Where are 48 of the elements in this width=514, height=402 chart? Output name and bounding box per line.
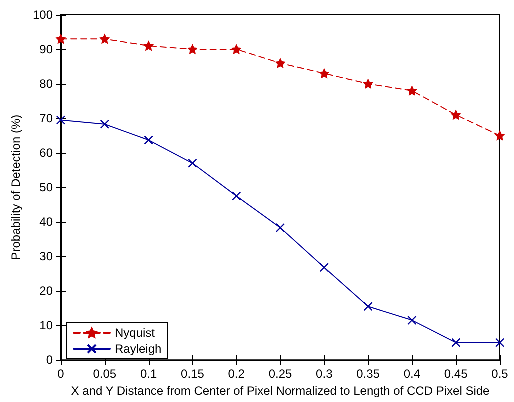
point (495, 131, 505, 140)
x-tick-label: 0.35 (356, 367, 380, 382)
point (495, 338, 505, 348)
y-tick-label: 80 (40, 77, 54, 92)
point (232, 44, 242, 54)
x-tick-label: 0.1 (140, 367, 158, 382)
x-tick-label: 0.2 (228, 367, 246, 382)
point (232, 192, 242, 201)
point (364, 79, 373, 89)
point (452, 110, 461, 120)
x-tick-label: 0.05 (93, 367, 117, 382)
y-tick-label: 100 (32, 8, 54, 22)
point (452, 338, 461, 348)
point (100, 34, 110, 44)
y-tick-label: 70 (40, 112, 54, 126)
point (188, 158, 198, 168)
y-tick-label: 50 (40, 180, 54, 195)
y-tick-label: 0 (46, 353, 54, 368)
point (320, 263, 329, 272)
point (364, 302, 373, 312)
x-tick-label: 0.15 (181, 367, 205, 382)
point (100, 120, 110, 129)
legend-label: Nyquist (115, 326, 156, 340)
x-axis-title: X and Y Distance from Center of Pixel Normalized to Length of CCD Pixel Side (71, 384, 490, 398)
x-tick-label: 0.3 (316, 367, 334, 382)
x-tick-label: 0.4 (404, 367, 421, 382)
point (188, 44, 198, 54)
y-tick-label: 90 (40, 42, 54, 57)
y-tick-label: 40 (40, 215, 54, 230)
x-tick-label: 0.5 (492, 367, 509, 382)
y-tick-label: 60 (40, 146, 54, 160)
legend-label: Rayleigh (115, 342, 162, 356)
point (276, 223, 286, 233)
point (56, 34, 66, 44)
point (408, 316, 417, 326)
y-tick-label: 10 (40, 318, 54, 333)
y-tick-label: 30 (40, 250, 54, 264)
point (320, 69, 329, 78)
point (56, 116, 66, 125)
x-tick-label: 0.45 (444, 367, 468, 382)
x-tick-label: 0.25 (268, 367, 292, 382)
point (276, 58, 286, 68)
y-axis-title: Probability of Detection (%) (9, 114, 24, 260)
point (144, 136, 154, 145)
y-tick-label: 20 (40, 284, 54, 298)
x-tick-label: 0 (58, 367, 65, 382)
point (144, 41, 154, 51)
point (408, 86, 417, 96)
